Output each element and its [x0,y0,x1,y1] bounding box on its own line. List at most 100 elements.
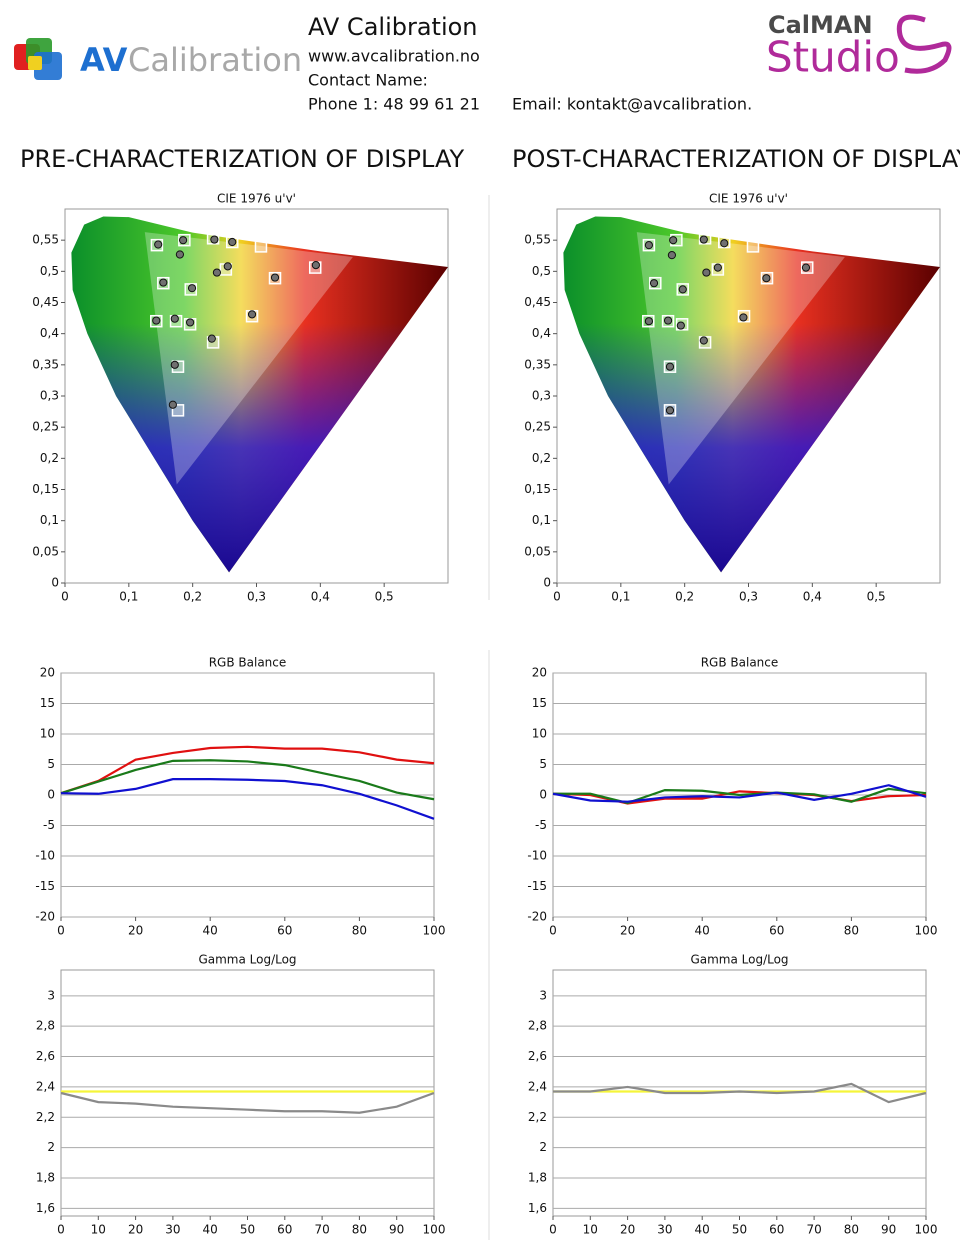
y-tick-label: 2 [47,1140,55,1154]
x-tick-label: 40 [695,1223,710,1237]
y-tick-label: 0,25 [524,420,551,434]
x-tick-label: 60 [769,924,784,938]
plot-area [552,969,927,1217]
x-tick-label: 30 [657,1223,672,1237]
company-title: AV Calibration [308,13,478,41]
measured-point [702,268,711,277]
y-tick-label: 1,6 [528,1201,547,1215]
y-tick-label: 0,05 [32,544,59,558]
measured-point [187,284,197,293]
x-tick-label: 100 [423,924,446,938]
x-tick-label: 90 [389,1223,404,1237]
y-tick-label: 0,4 [40,326,59,340]
y-tick-label: 0,2 [532,451,551,465]
y-tick-label: 0,1 [40,513,59,527]
measured-point [676,321,685,330]
chart-title: RGB Balance [701,656,779,670]
y-tick-label: 0,45 [32,295,59,309]
y-tick-label: 3 [539,988,547,1002]
measured-point [186,318,195,327]
x-tick-label: 80 [844,1223,859,1237]
x-tick-label: 20 [128,1223,143,1237]
series-line [553,787,927,805]
x-tick-label: 80 [352,924,367,938]
y-tick-label: 15 [532,696,547,710]
y-tick-label: 0,3 [40,389,59,403]
chart-title: RGB Balance [209,656,287,670]
x-tick-label: 20 [620,1223,635,1237]
y-tick-label: -15 [527,879,547,893]
x-tick-label: 10 [583,1223,598,1237]
measured-point [168,400,177,409]
x-tick-label: 70 [806,1223,821,1237]
measured-point [644,241,654,250]
logo-swoosh [896,14,952,74]
series-line [553,1082,927,1104]
gamut-shade [563,216,940,573]
y-tick-label: 2,2 [36,1110,55,1124]
y-tick-label: 0 [51,576,59,590]
x-tick-label: 60 [769,1223,784,1237]
measured-point [154,240,163,249]
y-tick-label: 0 [543,576,551,590]
x-tick-label: 60 [277,924,292,938]
x-tick-label: 0,2 [675,590,694,604]
y-tick-label: 10 [40,727,55,741]
x-tick-label: 0,3 [739,590,758,604]
x-tick-label: 20 [620,924,635,938]
x-tick-label: 40 [695,924,710,938]
measured-point [159,278,168,287]
x-tick-label: 0,5 [375,590,394,604]
y-tick-label: 5 [47,757,55,771]
x-tick-label: 10 [91,1223,106,1237]
x-tick-label: 50 [240,1223,255,1237]
measured-point [713,263,722,272]
y-tick-label: 0,35 [32,357,59,371]
y-tick-label: 0,2 [40,451,59,465]
y-tick-label: 1,6 [36,1201,55,1215]
target-point [171,404,185,417]
measured-point [644,317,654,326]
measured-point [762,274,771,283]
chart-title: CIE 1976 u'v' [217,192,296,206]
measured-point [210,235,219,244]
gamut-shade [71,216,448,573]
measured-point [270,273,280,282]
y-tick-label: 10 [532,727,547,741]
phone: Phone 1: 48 99 61 21 [308,95,480,114]
measured-point [228,237,237,247]
logo-av: AV [80,41,128,79]
y-tick-label: 0,5 [40,264,59,278]
x-tick-label: 100 [423,1223,446,1237]
series-line [60,778,435,820]
y-tick-label: 0,25 [32,420,59,434]
y-tick-label: -10 [527,849,547,863]
y-tick-label: 0,3 [532,389,551,403]
series-line [60,759,435,801]
y-tick-label: -5 [43,818,55,832]
x-tick-label: 90 [881,1223,896,1237]
measured-point [801,263,811,272]
y-tick-label: 3 [47,988,55,1002]
y-tick-label: -15 [35,879,55,893]
series-line [60,1091,435,1114]
measured-point [663,316,673,325]
chart-title: Gamma Log/Log [690,953,788,967]
measured-point [311,261,320,270]
y-tick-label: -10 [35,849,55,863]
y-tick-label: 0,1 [532,513,551,527]
y-tick-label: 0,35 [524,357,551,371]
target-point [746,240,760,253]
measured-point [720,239,729,248]
x-tick-label: 100 [915,1223,938,1237]
measured-point [667,251,677,260]
chart-title: Gamma Log/Log [198,953,296,967]
y-tick-label: 2 [539,1140,547,1154]
series-line [552,784,927,803]
measured-point [178,236,188,245]
measured-point [152,316,161,325]
measured-point [207,334,216,343]
y-tick-label: 20 [532,666,547,680]
y-tick-label: 0,05 [524,544,551,558]
measured-point [175,250,184,259]
